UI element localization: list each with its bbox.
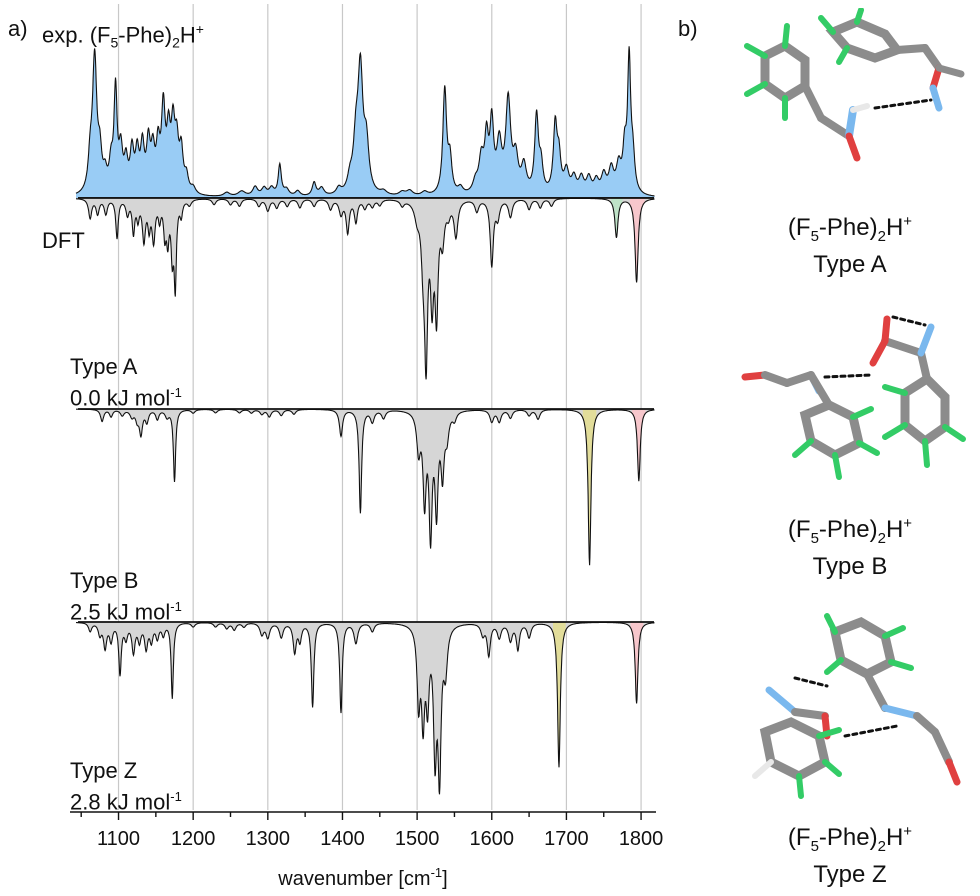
molecule-type-a-formula: (F5-Phe)2H+ [740, 208, 960, 251]
x-axis-title-sup: -1 [431, 865, 443, 880]
x-tick-label-1600: 1600 [470, 828, 515, 850]
mol-a-mid: -Phe) [818, 214, 878, 241]
conformer-a-energy: 0.0 kJ mol-1 [70, 382, 182, 409]
molecule-type-z-caption: (F5-Phe)2H+ Type Z [740, 818, 960, 889]
dft-label: DFT [42, 228, 85, 253]
mol-z-end: H [885, 824, 904, 851]
molecule-type-z-formula: (F5-Phe)2H+ [740, 818, 960, 861]
conformer-b-energy-value: 2.5 kJ mol [70, 599, 171, 625]
x-tick-label-1300: 1300 [246, 828, 291, 850]
series-2-highlight-2 [632, 409, 646, 482]
conformer-a-type: Type A [70, 354, 138, 379]
exp-label-sub2: 2 [172, 34, 180, 51]
conformer-a-energy-value: 0.0 kJ mol [70, 385, 171, 411]
molecule-type-z-name: Type Z [813, 860, 887, 888]
conformer-b-energy: 2.5 kJ mol-1 [70, 596, 182, 623]
panel-b-label: b) [678, 16, 698, 41]
mol-b-sup: + [903, 515, 913, 532]
x-tick-label-1200: 1200 [171, 828, 216, 850]
x-tick-label-1700: 1700 [544, 828, 589, 850]
gridlines [117, 4, 642, 810]
mol-z-pre: (F [787, 824, 811, 851]
x-tick-label-1400: 1400 [320, 828, 365, 850]
exp-label-end: H [179, 22, 196, 48]
x-axis-title-main: wavenumber [cm [277, 868, 430, 890]
mol-b-pre: (F [787, 516, 811, 543]
mol-a-sub2: 2 [877, 227, 886, 245]
x-tick-label-1100: 1100 [97, 828, 140, 850]
mol-z-sup: + [903, 823, 913, 840]
ir-spectra-chart: 1100 1200 1300 1400 1500 1600 1700 1800 wavenumb… [70, 4, 664, 890]
molecule-type-a-caption: (F5-Phe)2H+ Type A [740, 208, 960, 279]
series-2-line [76, 408, 655, 566]
molecule-type-z-image [752, 613, 961, 799]
conformer-b-energy-unit-sup: -1 [170, 599, 182, 614]
molecule-type-b-formula: (F5-Phe)2H+ [740, 510, 960, 553]
spectrum-traces [75, 46, 655, 795]
series-3-highlight-0 [413, 622, 451, 795]
conformer-z-energy: 2.8 kJ mol-1 [70, 786, 182, 813]
mol-z-mid: -Phe) [818, 824, 878, 851]
molecule-type-a-name: Type A [813, 250, 887, 278]
x-tick-label-1500: 1500 [395, 828, 440, 850]
series-2-fill [76, 409, 655, 566]
conformer-a-energy-unit-sup: -1 [170, 385, 182, 400]
molecule-type-b-image [741, 315, 966, 480]
exp-label-prefix: exp. (F [42, 22, 111, 48]
series-2-highlight-1 [582, 409, 597, 566]
molecule-type-a-image [744, 8, 965, 162]
conformer-z-type: Type Z [70, 758, 138, 783]
x-tick-label-1800: 1800 [619, 828, 664, 850]
series-0 [75, 46, 655, 199]
exp-trace-label: exp. (F5-Phe)2H+ [42, 18, 204, 54]
series-3-fill [76, 622, 655, 795]
mol-z-sub1: 5 [810, 837, 819, 855]
panel-a-label: a) [8, 16, 28, 41]
series-1-fill [76, 198, 655, 380]
molecule-type-b-caption: (F5-Phe)2H+ Type B [740, 510, 960, 581]
mol-a-end: H [885, 214, 904, 241]
series-1 [76, 197, 655, 380]
mol-a-sup: + [903, 213, 913, 230]
series-2 [76, 408, 655, 566]
mol-z-sub2: 2 [877, 837, 886, 855]
conformer-z-energy-unit-sup: -1 [170, 789, 182, 804]
mol-a-pre: (F [787, 214, 811, 241]
molecule-type-b-name: Type B [812, 552, 888, 580]
series-3-line [76, 621, 655, 795]
series-1-highlight-0 [409, 198, 451, 380]
exp-label-sub: 5 [110, 34, 119, 51]
conformer-z-energy-value: 2.8 kJ mol [70, 789, 171, 815]
x-axis: 1100 1200 1300 1400 1500 1600 1700 1800 wavenumb… [70, 811, 664, 890]
mol-b-end: H [885, 516, 904, 543]
series-1-line [76, 197, 655, 380]
exp-label-mid: -Phe) [118, 22, 173, 48]
conformer-b-type: Type B [70, 568, 139, 593]
mol-b-sub2: 2 [877, 529, 886, 547]
series-2-highlight-0 [409, 409, 451, 549]
mol-b-sub1: 5 [810, 529, 819, 547]
x-axis-title: wavenumber [cm-1] [277, 865, 447, 890]
x-axis-title-end: ] [442, 868, 448, 890]
series-3 [76, 621, 655, 795]
mol-b-mid: -Phe) [818, 516, 878, 543]
series-0-line [75, 46, 655, 197]
exp-spectrum-fill [76, 46, 655, 198]
exp-label-sup: + [195, 21, 204, 37]
mol-a-sub1: 5 [810, 227, 819, 245]
